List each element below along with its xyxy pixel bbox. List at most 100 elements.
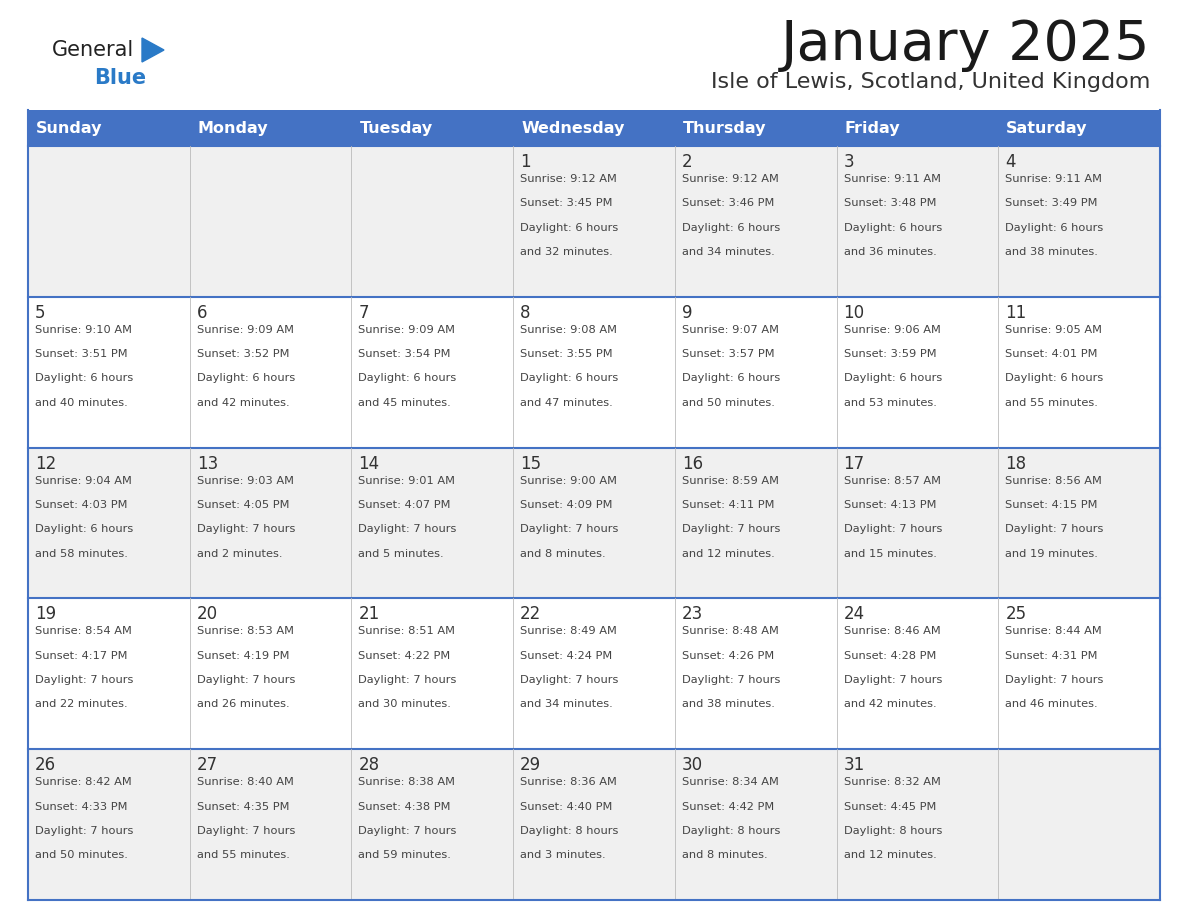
- Text: Sunset: 4:28 PM: Sunset: 4:28 PM: [843, 651, 936, 661]
- Text: 15: 15: [520, 454, 542, 473]
- Text: Friday: Friday: [845, 120, 901, 136]
- Text: Saturday: Saturday: [1006, 120, 1088, 136]
- Text: Daylight: 6 hours: Daylight: 6 hours: [34, 374, 133, 384]
- Text: Daylight: 6 hours: Daylight: 6 hours: [843, 223, 942, 232]
- Text: Daylight: 6 hours: Daylight: 6 hours: [197, 374, 295, 384]
- Text: and 50 minutes.: and 50 minutes.: [682, 397, 775, 408]
- Text: Sunrise: 8:48 AM: Sunrise: 8:48 AM: [682, 626, 778, 636]
- Text: and 38 minutes.: and 38 minutes.: [682, 700, 775, 710]
- Text: Sunrise: 9:09 AM: Sunrise: 9:09 AM: [197, 325, 293, 335]
- Text: Sunset: 4:11 PM: Sunset: 4:11 PM: [682, 500, 775, 509]
- Text: Monday: Monday: [197, 120, 268, 136]
- Text: Sunset: 3:46 PM: Sunset: 3:46 PM: [682, 198, 775, 208]
- Text: Sunset: 4:33 PM: Sunset: 4:33 PM: [34, 801, 127, 812]
- Text: 19: 19: [34, 605, 56, 623]
- Text: Sunset: 4:03 PM: Sunset: 4:03 PM: [34, 500, 127, 509]
- Text: Daylight: 6 hours: Daylight: 6 hours: [682, 223, 781, 232]
- Text: Daylight: 7 hours: Daylight: 7 hours: [520, 524, 619, 534]
- Text: Daylight: 7 hours: Daylight: 7 hours: [1005, 524, 1104, 534]
- Text: 7: 7: [359, 304, 369, 322]
- Text: Sunset: 4:19 PM: Sunset: 4:19 PM: [197, 651, 289, 661]
- Text: Daylight: 7 hours: Daylight: 7 hours: [197, 524, 295, 534]
- Text: Sunset: 3:45 PM: Sunset: 3:45 PM: [520, 198, 613, 208]
- Text: Sunrise: 9:09 AM: Sunrise: 9:09 AM: [359, 325, 455, 335]
- Text: and 42 minutes.: and 42 minutes.: [197, 397, 290, 408]
- Text: and 34 minutes.: and 34 minutes.: [520, 700, 613, 710]
- Text: 1: 1: [520, 153, 531, 171]
- Text: Sunset: 4:35 PM: Sunset: 4:35 PM: [197, 801, 289, 812]
- Text: 2: 2: [682, 153, 693, 171]
- Text: Sunrise: 9:00 AM: Sunrise: 9:00 AM: [520, 476, 617, 486]
- Text: Sunset: 4:13 PM: Sunset: 4:13 PM: [843, 500, 936, 509]
- Text: Daylight: 6 hours: Daylight: 6 hours: [520, 374, 619, 384]
- Text: and 47 minutes.: and 47 minutes.: [520, 397, 613, 408]
- Text: Daylight: 7 hours: Daylight: 7 hours: [197, 826, 295, 836]
- Text: Sunrise: 8:51 AM: Sunrise: 8:51 AM: [359, 626, 455, 636]
- Text: and 42 minutes.: and 42 minutes.: [843, 700, 936, 710]
- Text: 28: 28: [359, 756, 379, 774]
- Text: Sunset: 3:59 PM: Sunset: 3:59 PM: [843, 349, 936, 359]
- Text: 13: 13: [197, 454, 217, 473]
- Bar: [29, 297, 1159, 448]
- Bar: [29, 146, 1159, 297]
- Text: Sunrise: 9:05 AM: Sunrise: 9:05 AM: [1005, 325, 1102, 335]
- Text: Sunrise: 8:38 AM: Sunrise: 8:38 AM: [359, 778, 455, 788]
- Text: Sunset: 4:45 PM: Sunset: 4:45 PM: [843, 801, 936, 812]
- Text: Sunrise: 8:36 AM: Sunrise: 8:36 AM: [520, 778, 617, 788]
- Text: Sunset: 3:51 PM: Sunset: 3:51 PM: [34, 349, 127, 359]
- Text: and 38 minutes.: and 38 minutes.: [1005, 247, 1098, 257]
- Text: and 26 minutes.: and 26 minutes.: [197, 700, 290, 710]
- Text: and 45 minutes.: and 45 minutes.: [359, 397, 451, 408]
- Text: Daylight: 7 hours: Daylight: 7 hours: [359, 675, 457, 685]
- Text: and 40 minutes.: and 40 minutes.: [34, 397, 128, 408]
- Text: Daylight: 6 hours: Daylight: 6 hours: [843, 374, 942, 384]
- Text: Daylight: 8 hours: Daylight: 8 hours: [682, 826, 781, 836]
- Text: Wednesday: Wednesday: [522, 120, 625, 136]
- Text: 31: 31: [843, 756, 865, 774]
- Text: Sunrise: 8:46 AM: Sunrise: 8:46 AM: [843, 626, 941, 636]
- Text: Daylight: 7 hours: Daylight: 7 hours: [682, 675, 781, 685]
- Text: Daylight: 8 hours: Daylight: 8 hours: [843, 826, 942, 836]
- Text: Sunrise: 9:12 AM: Sunrise: 9:12 AM: [520, 174, 617, 184]
- Text: Sunrise: 8:56 AM: Sunrise: 8:56 AM: [1005, 476, 1102, 486]
- Text: 20: 20: [197, 605, 217, 623]
- Text: Daylight: 7 hours: Daylight: 7 hours: [520, 675, 619, 685]
- Text: and 12 minutes.: and 12 minutes.: [843, 850, 936, 860]
- Text: Sunrise: 9:01 AM: Sunrise: 9:01 AM: [359, 476, 455, 486]
- Text: Daylight: 6 hours: Daylight: 6 hours: [520, 223, 619, 232]
- Text: and 32 minutes.: and 32 minutes.: [520, 247, 613, 257]
- Text: and 59 minutes.: and 59 minutes.: [359, 850, 451, 860]
- Text: Sunrise: 9:03 AM: Sunrise: 9:03 AM: [197, 476, 293, 486]
- Text: Sunset: 3:48 PM: Sunset: 3:48 PM: [843, 198, 936, 208]
- Text: and 19 minutes.: and 19 minutes.: [1005, 549, 1098, 558]
- Text: 9: 9: [682, 304, 693, 322]
- Text: Sunrise: 9:04 AM: Sunrise: 9:04 AM: [34, 476, 132, 486]
- Text: 23: 23: [682, 605, 703, 623]
- Text: Sunrise: 8:32 AM: Sunrise: 8:32 AM: [843, 778, 941, 788]
- Text: Sunrise: 9:11 AM: Sunrise: 9:11 AM: [1005, 174, 1102, 184]
- Text: Sunset: 4:22 PM: Sunset: 4:22 PM: [359, 651, 450, 661]
- Text: General: General: [52, 40, 134, 60]
- Text: Sunset: 4:17 PM: Sunset: 4:17 PM: [34, 651, 127, 661]
- Text: Sunrise: 8:40 AM: Sunrise: 8:40 AM: [197, 778, 293, 788]
- Text: Sunrise: 9:06 AM: Sunrise: 9:06 AM: [843, 325, 941, 335]
- Text: and 8 minutes.: and 8 minutes.: [682, 850, 767, 860]
- Text: 17: 17: [843, 454, 865, 473]
- Text: 26: 26: [34, 756, 56, 774]
- Text: Daylight: 6 hours: Daylight: 6 hours: [1005, 223, 1104, 232]
- Text: 16: 16: [682, 454, 703, 473]
- Text: 18: 18: [1005, 454, 1026, 473]
- Text: 25: 25: [1005, 605, 1026, 623]
- Text: Sunrise: 8:42 AM: Sunrise: 8:42 AM: [34, 778, 132, 788]
- Text: Sunrise: 9:12 AM: Sunrise: 9:12 AM: [682, 174, 778, 184]
- Text: 14: 14: [359, 454, 379, 473]
- Text: Sunset: 4:26 PM: Sunset: 4:26 PM: [682, 651, 775, 661]
- Text: 8: 8: [520, 304, 531, 322]
- Text: 6: 6: [197, 304, 207, 322]
- Text: Daylight: 6 hours: Daylight: 6 hours: [359, 374, 456, 384]
- Text: Daylight: 7 hours: Daylight: 7 hours: [34, 675, 133, 685]
- Text: Daylight: 7 hours: Daylight: 7 hours: [843, 524, 942, 534]
- Text: Blue: Blue: [94, 68, 146, 88]
- Text: Daylight: 7 hours: Daylight: 7 hours: [359, 524, 457, 534]
- Text: and 3 minutes.: and 3 minutes.: [520, 850, 606, 860]
